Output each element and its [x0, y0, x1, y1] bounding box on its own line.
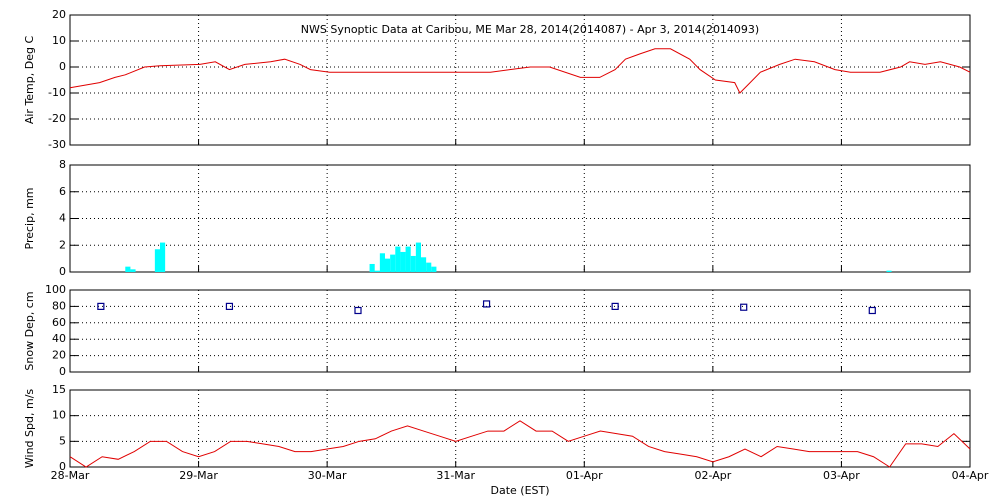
y-tick-label: -20 [48, 112, 66, 125]
bar [400, 251, 406, 272]
panel-frame [69, 14, 971, 146]
bar [410, 255, 416, 272]
bar [369, 263, 375, 272]
x-axis-label: Date (EST) [490, 484, 549, 497]
y-tick-label: 2 [59, 238, 66, 251]
x-tick-label: 04-Apr [952, 469, 989, 482]
bar [431, 266, 437, 272]
y-tick-label: 40 [52, 332, 66, 345]
point [354, 306, 362, 315]
point [868, 306, 876, 315]
y-axis-label: Snow Dep, cm [23, 291, 36, 370]
bar [130, 269, 136, 272]
bar [125, 266, 131, 272]
y-tick-label: 0 [59, 265, 66, 278]
y-tick-label: 60 [52, 316, 66, 329]
y-tick-label: 4 [59, 212, 66, 225]
bar [390, 254, 396, 272]
y-tick-label: 10 [52, 34, 66, 47]
x-tick-label: 29-Mar [179, 469, 218, 482]
data-line [69, 48, 971, 94]
x-tick-label: 03-Apr [823, 469, 860, 482]
y-tick-label: 20 [52, 349, 66, 362]
y-tick-label: -30 [48, 138, 66, 151]
panel-frame [69, 289, 971, 373]
x-tick-label: 31-Mar [436, 469, 475, 482]
x-tick-label: 28-Mar [51, 469, 90, 482]
y-tick-label: 10 [52, 409, 66, 422]
y-tick-label: 0 [59, 460, 66, 473]
y-tick-label: 5 [59, 434, 66, 447]
panel-frame [69, 389, 971, 468]
y-tick-label: 20 [52, 8, 66, 21]
bar [421, 257, 427, 272]
y-axis-label: Precip, mm [23, 188, 36, 250]
y-tick-label: 0 [59, 60, 66, 73]
bar [385, 258, 391, 272]
point [611, 302, 619, 310]
bar [395, 246, 401, 272]
bar [379, 253, 385, 272]
bar [415, 242, 421, 272]
y-axis-label: Wind Spd, m/s [23, 389, 36, 469]
y-axis-label: Air Temp, Deg C [23, 36, 36, 125]
bar [405, 246, 411, 272]
bar [154, 249, 160, 272]
bar [426, 262, 432, 272]
y-tick-label: 8 [59, 158, 66, 171]
point [482, 300, 491, 308]
y-tick-label: -10 [48, 86, 66, 99]
point [740, 303, 748, 311]
x-tick-label: 01-Apr [566, 469, 603, 482]
point [225, 302, 234, 310]
chart-title: NWS Synoptic Data at Caribou, ME Mar 28,… [301, 23, 759, 36]
bar [160, 242, 166, 272]
x-tick-label: 30-Mar [308, 469, 347, 482]
point [97, 302, 105, 310]
x-tick-label: 02-Apr [694, 469, 731, 482]
y-tick-label: 80 [52, 299, 66, 312]
data-line [69, 420, 971, 468]
bar [886, 270, 892, 272]
y-tick-label: 15 [52, 383, 66, 396]
y-tick-label: 6 [59, 185, 66, 198]
y-tick-label: 100 [45, 283, 66, 296]
y-tick-label: 0 [59, 365, 66, 378]
bar [374, 270, 380, 272]
